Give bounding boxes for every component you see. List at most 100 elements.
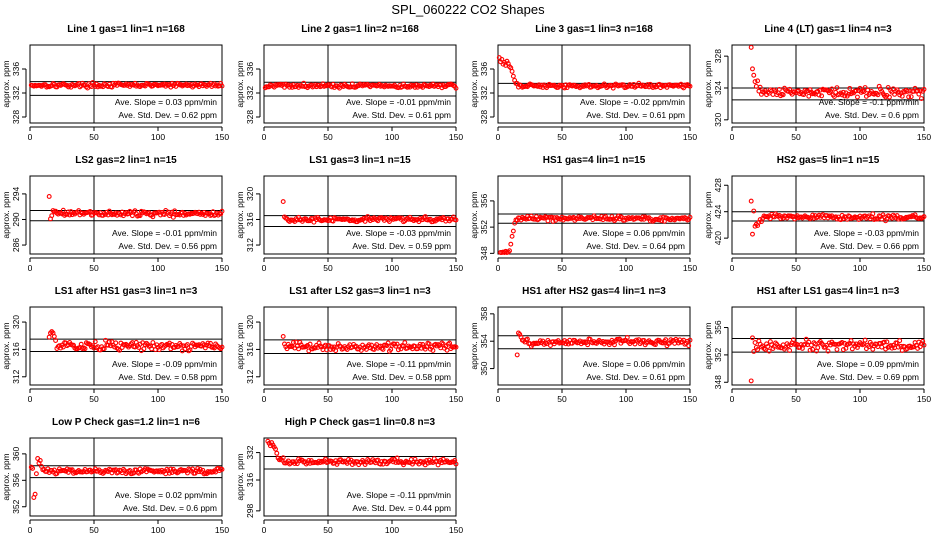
average-slope-text: Ave. Slope = 0.03 ppm/min — [115, 97, 217, 107]
data-point — [101, 346, 107, 352]
data-point — [921, 342, 927, 348]
panel-6: LS1 gas=3 lin=1 n=15 0 50 100 150 312 316 320ap… — [235, 155, 463, 273]
data-point — [834, 347, 840, 352]
plot-frame — [263, 175, 457, 255]
data-point — [394, 341, 400, 347]
data-point — [776, 87, 782, 92]
data-point — [684, 338, 690, 344]
data-point — [875, 92, 881, 98]
x-tick-label: 150 — [215, 132, 229, 142]
average-slope-text: Ave. Slope = -0.11 ppm/min — [347, 359, 452, 369]
y-axis-label: approx. ppm — [703, 60, 713, 107]
average-std-dev-text: Ave. Std. Dev. = 0.61 ppm — [586, 372, 685, 382]
data-point — [219, 83, 225, 89]
data-points — [262, 80, 459, 91]
x-tick-label: 50 — [557, 263, 567, 273]
x-tick-label: 100 — [853, 132, 867, 142]
data-point — [748, 44, 754, 50]
panel-8: HS2 gas=5 lin=1 n=15 0 50 100 150 420 424 428ap… — [703, 155, 931, 273]
average-slope-text: Ave. Slope = -0.01 ppm/min — [112, 228, 217, 238]
panel-2: Line 2 gas=1 lin=2 n=168 0 50 100 150 328 332 3… — [235, 24, 463, 142]
data-point — [686, 343, 692, 349]
x-tick-label: 100 — [151, 394, 165, 404]
data-point — [750, 231, 755, 237]
data-point — [906, 94, 912, 100]
data-point — [890, 342, 896, 348]
data-point — [748, 198, 754, 204]
y-axis-label: approx. ppm — [469, 322, 479, 369]
average-slope-text: Ave. Slope = 0.06 ppm/min — [583, 228, 685, 238]
y-tick-label: 428 — [713, 178, 723, 192]
data-point — [847, 85, 853, 91]
y-tick-label: 352 — [713, 348, 723, 362]
data-point — [801, 92, 807, 98]
y-tick-label: 316 — [245, 473, 255, 487]
panel-title: LS1 after HS1 gas=3 lin=1 n=3 — [55, 286, 198, 297]
x-tick-label: 100 — [853, 394, 867, 404]
data-point — [453, 344, 459, 350]
plot-frame — [497, 306, 691, 386]
y-axis-label: approx. ppm — [469, 60, 479, 107]
data-point — [802, 341, 808, 347]
x-tick-label: 50 — [89, 394, 99, 404]
data-point — [311, 219, 317, 225]
data-point — [507, 248, 512, 254]
panel-title: LS2 gas=2 lin=1 n=15 — [75, 155, 177, 166]
data-point — [839, 339, 845, 345]
data-point — [388, 347, 394, 352]
data-point — [60, 207, 66, 213]
average-slope-text: Ave. Slope = -0.02 ppm/min — [580, 97, 685, 107]
data-point — [807, 347, 813, 353]
data-point — [112, 344, 117, 350]
average-std-dev-text: Ave. Std. Dev. = 0.58 ppm — [352, 372, 451, 382]
data-point — [664, 84, 670, 90]
data-point — [293, 339, 299, 345]
x-tick-label: 0 — [496, 263, 501, 273]
x-tick-label: 100 — [619, 263, 633, 273]
data-point — [846, 91, 851, 97]
panel-1: Line 1 gas=1 lin=1 n=168 0 50 100 150 328 332 3… — [1, 24, 229, 142]
y-tick-label: 298 — [245, 503, 255, 517]
y-tick-label: 360 — [11, 447, 21, 461]
x-tick-label: 100 — [385, 525, 399, 535]
x-tick-label: 50 — [791, 132, 801, 142]
y-axis-label: approx. ppm — [235, 60, 245, 107]
data-point — [829, 86, 835, 92]
data-point — [167, 470, 172, 476]
x-tick-label: 50 — [89, 132, 99, 142]
x-tick-label: 150 — [449, 525, 463, 535]
data-point — [787, 348, 793, 353]
data-point — [750, 66, 755, 72]
data-point — [790, 337, 796, 343]
data-point — [453, 85, 459, 91]
y-axis-label: approx. ppm — [235, 322, 245, 369]
panel-14: High P Check gas=1 lin=0.8 n=3 0 50 100 150 2… — [235, 417, 463, 535]
x-tick-label: 150 — [449, 132, 463, 142]
data-point — [861, 89, 867, 95]
average-std-dev-text: Ave. Std. Dev. = 0.6 ppm — [825, 110, 919, 120]
average-slope-text: Ave. Slope = -0.09 ppm/min — [112, 359, 217, 369]
data-point — [609, 214, 615, 220]
data-point — [806, 93, 812, 99]
average-std-dev-text: Ave. Std. Dev. = 0.61 ppm — [352, 110, 451, 120]
data-point — [193, 468, 199, 474]
y-tick-label: 424 — [713, 204, 723, 218]
data-points — [265, 438, 459, 468]
panel-title: Line 4 (LT) gas=1 lin=4 n=3 — [764, 24, 892, 35]
x-tick-label: 150 — [683, 132, 697, 142]
y-tick-label: 336 — [245, 62, 255, 76]
average-std-dev-text: Ave. Std. Dev. = 0.44 ppm — [352, 503, 451, 513]
data-point — [290, 339, 296, 345]
data-point — [886, 94, 892, 100]
data-point — [687, 214, 693, 220]
data-point — [881, 339, 887, 345]
data-point — [834, 85, 840, 91]
y-tick-label: 324 — [713, 81, 723, 95]
y-tick-label: 336 — [479, 62, 489, 76]
data-point — [499, 56, 505, 62]
data-point — [885, 84, 891, 90]
y-tick-label: 356 — [11, 473, 21, 487]
data-point — [755, 78, 761, 84]
data-point — [862, 337, 868, 343]
data-point — [870, 211, 876, 217]
